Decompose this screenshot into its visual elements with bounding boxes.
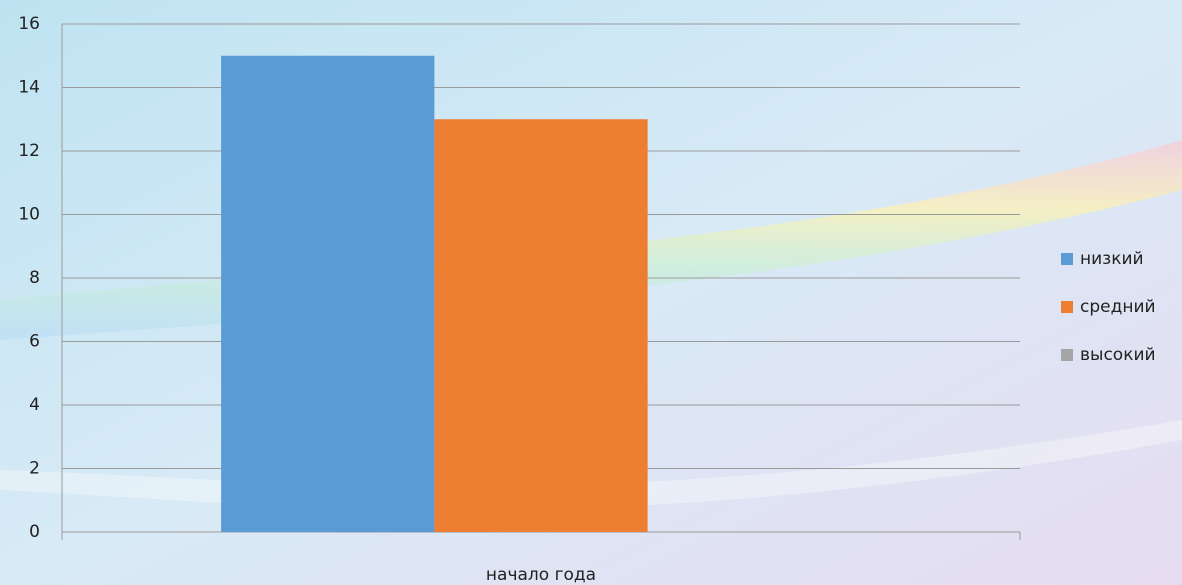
- y-tick-label: 12: [18, 141, 40, 161]
- legend-label: высокий: [1080, 345, 1156, 365]
- x-tick-label: начало года: [486, 565, 596, 585]
- legend-swatch: [1061, 253, 1073, 265]
- y-tick-label: 16: [18, 14, 40, 34]
- y-tick-label: 0: [29, 522, 40, 542]
- y-tick-label: 6: [29, 332, 40, 352]
- bar: [221, 55, 435, 532]
- y-tick-label: 2: [29, 459, 40, 479]
- y-tick-label: 14: [18, 78, 40, 98]
- legend-swatch: [1061, 349, 1073, 361]
- y-tick-label: 10: [18, 205, 40, 225]
- y-tick-label: 4: [29, 395, 40, 415]
- bar: [434, 119, 648, 532]
- legend-swatch: [1061, 301, 1073, 313]
- legend-label: средний: [1080, 297, 1156, 317]
- y-tick-label: 8: [29, 268, 40, 288]
- legend-label: низкий: [1080, 249, 1144, 269]
